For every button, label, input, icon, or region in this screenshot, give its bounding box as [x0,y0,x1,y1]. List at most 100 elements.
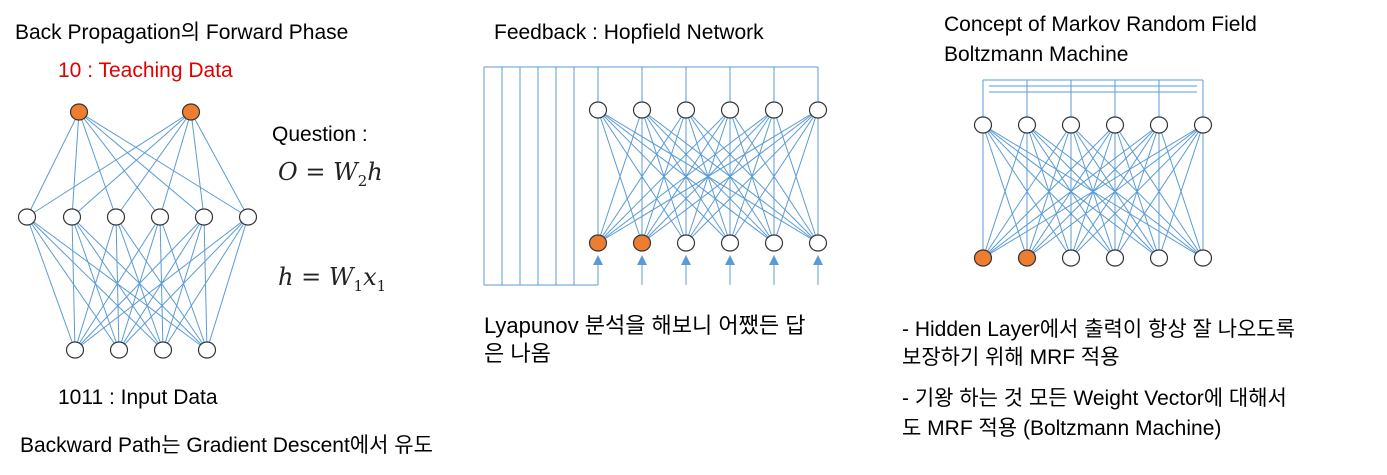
eq1-weight: W [333,158,358,186]
mrf-note1-line2: 보장하기 위해 MRF 적용 [902,346,1120,369]
connection-edge [597,109,687,244]
connection-edge [1070,124,1204,259]
teaching-data-label: 10 : Teaching Data [58,59,233,82]
mrf-note2-line1: - 기왕 하는 것 모든 Weight Vector에 대해서 [902,387,1287,410]
connection-edge [641,109,819,244]
connection-edge [773,109,819,244]
hidden-unit-node [973,249,993,267]
connection-edge [159,111,192,218]
connection-edge [597,109,775,244]
connection-edge [74,216,117,351]
connection-edge [115,111,192,218]
connection-edge [78,111,205,218]
mrf-note2-line2: 도 MRF 적용 (Boltzmann Machine) [902,417,1222,440]
hidden-node [150,208,170,226]
connection-edge [190,111,205,218]
connection-edge [78,111,249,218]
lyapunov-note-line2: 은 나옴 [484,341,551,366]
connection-edge [118,216,249,351]
input-node [65,341,85,359]
eq2-weight-sub: 1 [353,276,364,295]
visible-node [1017,116,1037,134]
input-arrow-head [681,255,691,265]
lyapunov-note-line1: Lyapunov 분석을 해보니 어쨌든 답 [484,313,806,338]
question-label: Question : [272,123,368,146]
hopfield-input-node [720,101,740,119]
input-arrow-head [769,255,779,265]
connection-edge [1114,124,1204,259]
eq2-lhs: h [278,263,294,291]
eq2-input: x [363,263,377,291]
hopfield-input-node [764,101,784,119]
connection-edge [206,216,249,351]
eq1-weight-sub: 2 [357,171,368,190]
hopfield-output-node [588,234,608,252]
input-arrow-head [637,255,647,265]
hidden-unit-node [1061,249,1081,267]
hidden-node [17,208,37,226]
connection-edge [71,111,80,218]
input-node [153,341,173,359]
connection-edge [982,124,1028,259]
hopfield-output-node [676,234,696,252]
mrf-note1-line1: - Hidden Layer에서 출력이 항상 잘 나오도록 [902,318,1295,341]
mrf-title-line2: Boltzmann Machine [944,43,1129,66]
visible-node [1193,116,1213,134]
connection-edge [1026,124,1204,259]
connection-edge [597,109,819,244]
connection-edge [597,109,643,244]
backward-path-note: Backward Path는 Gradient Descent에서 유도 [20,434,433,457]
eq1-rhs: h [367,158,383,186]
hopfield-input-node [588,101,608,119]
visible-node [1149,116,1169,134]
hidden-node [194,208,214,226]
input-node [197,341,217,359]
eq2-weight: W [328,263,354,291]
visible-node [1105,116,1125,134]
connection-edge [982,124,1204,259]
hopfield-output-node [632,234,652,252]
output-node [181,103,201,121]
connection-edge [26,216,76,351]
connection-edge [26,111,80,218]
connection-edge [729,109,819,244]
visible-node [1061,116,1081,134]
backprop-title: Back Propagation의 Forward Phase [15,21,349,44]
connection-edge [190,111,249,218]
connection-edge [74,216,249,351]
hopfield-input-node [676,101,696,119]
hidden-unit-node [1017,249,1037,267]
connection-edge [74,216,205,351]
hidden-unit-node [1149,249,1169,267]
connection-edge [1158,124,1204,259]
hidden-unit-node [1105,249,1125,267]
hidden-node [238,208,258,226]
equation-hidden: h = W1x1 [278,263,387,295]
hopfield-title: Feedback : Hopfield Network [494,21,764,44]
connection-edge [71,111,192,218]
output-node [69,103,89,121]
connection-edge [982,124,1116,259]
connection-edge [162,216,249,351]
eq2-input-sub: 1 [376,276,387,295]
mrf-title-line1: Concept of Markov Random Field [944,13,1257,36]
visible-node [973,116,993,134]
input-arrow-head [593,255,603,265]
hopfield-input-node [632,101,652,119]
input-arrow-head [725,255,735,265]
connection-edge [982,124,1072,259]
hopfield-output-node [720,234,740,252]
input-node [109,341,129,359]
hopfield-input-node [808,101,828,119]
hopfield-output-node [808,234,828,252]
hopfield-output-node [764,234,784,252]
hidden-node [106,208,126,226]
connection-edge [78,111,117,218]
connection-edge [74,216,161,351]
input-data-label: 1011 : Input Data [58,386,218,409]
connection-edge [78,111,161,218]
hidden-unit-node [1193,249,1213,267]
connection-edge [71,216,76,351]
eq1-lhs: O [278,158,298,186]
